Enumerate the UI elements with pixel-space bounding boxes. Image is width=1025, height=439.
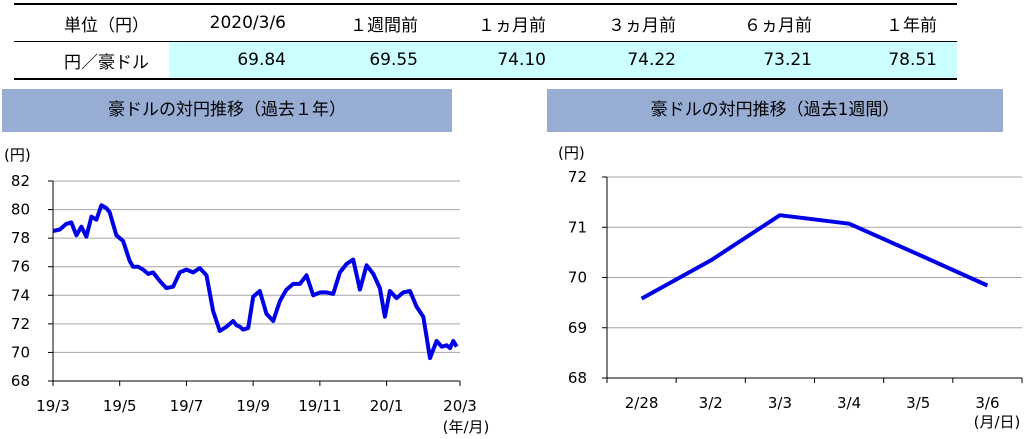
y-tick-label: 76 xyxy=(11,258,30,276)
x-tick-label: 19/7 xyxy=(170,397,204,415)
x-tick-label: 19/9 xyxy=(236,397,270,415)
column-header: ３ヵ月前 xyxy=(566,3,696,42)
rates-value-row: 円／豪ドル 69.84 69.55 74.10 74.22 73.21 78.5… xyxy=(14,41,957,80)
column-header: 2020/3/6 xyxy=(169,3,306,42)
y-axis-unit-label: (円) xyxy=(558,144,585,162)
x-tick-label: 2/28 xyxy=(625,394,659,412)
y-tick-label: 70 xyxy=(568,269,587,287)
rate-cell: 73.21 xyxy=(696,41,832,80)
y-tick-label: 78 xyxy=(11,229,30,247)
rate-cell: 69.84 xyxy=(169,41,306,80)
x-tick-label: 3/3 xyxy=(768,394,792,412)
y-tick-label: 72 xyxy=(568,168,587,186)
y-tick-label: 74 xyxy=(11,286,30,304)
rate-cell: 78.51 xyxy=(832,41,957,80)
y-tick-label: 70 xyxy=(11,343,30,361)
column-header: ６ヵ月前 xyxy=(696,3,832,42)
series-line xyxy=(640,213,989,301)
y-tick-label: 69 xyxy=(568,319,587,337)
y-tick-label: 68 xyxy=(11,372,30,390)
y-tick-label: 71 xyxy=(568,218,587,236)
rate-cell: 74.22 xyxy=(566,41,696,80)
column-header: １年前 xyxy=(832,3,957,42)
x-tick-label: 3/5 xyxy=(906,394,930,412)
rate-cell: 74.10 xyxy=(438,41,566,80)
year-chart-title: 豪ドルの対円推移（過去１年） xyxy=(2,89,452,132)
series-line xyxy=(52,203,459,361)
column-header: １ヵ月前 xyxy=(438,3,566,42)
x-tick-label: 19/3 xyxy=(36,397,70,415)
x-tick-label: 20/3 xyxy=(443,397,477,415)
x-tick-label: 3/4 xyxy=(837,394,861,412)
x-tick-label: 19/11 xyxy=(298,397,341,415)
y-tick-label: 80 xyxy=(11,201,30,219)
x-tick-label: 19/5 xyxy=(103,397,137,415)
y-tick-label: 68 xyxy=(568,369,587,387)
x-tick-label: 3/6 xyxy=(975,394,999,412)
rates-header-row: 単位（円） 2020/3/6 １週間前 １ヵ月前 ３ヵ月前 ６ヵ月前 １年前 xyxy=(14,3,957,42)
unit-header: 単位（円） xyxy=(14,3,169,42)
week-chart: (円) 68 69 70 71 72 2/28 3/2 3/3 3/4 3/5 3/6 (月/日) xyxy=(558,144,1023,431)
y-tick-label: 82 xyxy=(11,172,30,190)
week-chart-title: 豪ドルの対円推移（過去1週間） xyxy=(547,89,1003,132)
year-chart: (円) 68 70 72 74 76 78 80 82 19/3 19/5 19/7 19/9 19/… xyxy=(4,146,490,436)
row-label: 円／豪ドル xyxy=(14,41,169,80)
y-axis-unit-label: (円) xyxy=(4,146,31,164)
x-tick-label: 20/1 xyxy=(370,397,404,415)
column-header: １週間前 xyxy=(306,3,438,42)
x-axis-unit-label: (年/月) xyxy=(443,418,490,436)
x-axis-unit-label: (月/日) xyxy=(974,413,1021,431)
x-tick-label: 3/2 xyxy=(699,394,723,412)
y-tick-label: 72 xyxy=(11,315,30,333)
rate-cell: 69.55 xyxy=(306,41,438,80)
rates-table: 単位（円） 2020/3/6 １週間前 １ヵ月前 ３ヵ月前 ６ヵ月前 １年前 円… xyxy=(14,3,957,80)
